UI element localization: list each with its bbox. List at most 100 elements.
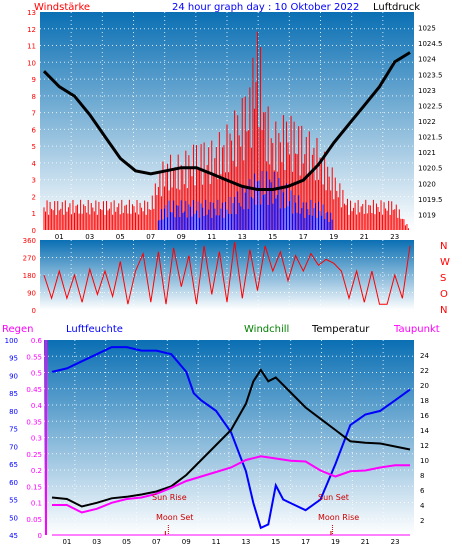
humidity-tick-label: 75	[9, 426, 18, 434]
panel2-series	[43, 241, 411, 305]
temperature-tick-label: 22	[420, 367, 429, 375]
panel1-grid	[40, 12, 414, 230]
compass-label: N	[440, 305, 447, 316]
pressure-tick-label: 1022.5	[418, 102, 443, 110]
header-left: Windstärke	[34, 2, 90, 13]
wind-tick-label: 2	[32, 193, 36, 201]
hour-tick-label: 15	[268, 233, 277, 241]
humidity-tick-label: 45	[9, 532, 18, 540]
humidity-tick-label: 70	[9, 443, 18, 451]
legend-luftfeuchte: Luftfeuchte	[66, 324, 123, 335]
pressure-tick-label: 1019.5	[418, 196, 443, 204]
panel3-x-axis: 01 03 05 07 09 11 13 15 17 19 21 23	[62, 538, 399, 546]
humidity-tick-label: 80	[9, 408, 18, 416]
pressure-tick-label: 1020.5	[418, 165, 443, 173]
wind-tick-label: 8	[32, 93, 36, 101]
humidity-tick-label: 60	[9, 479, 18, 487]
rain-tick-label: 0.45	[26, 386, 42, 394]
pressure-axis: 1019 1019.5 1020 1020.5 1021 1021.5 1022 1022.5…	[418, 25, 443, 220]
pressure-tick-label: 1025	[418, 25, 436, 33]
hour-tick-label: 21	[360, 233, 369, 241]
direction-tick-label: 360	[23, 237, 36, 245]
humidity-tick-label: 50	[9, 514, 18, 522]
hour-tick-label: 21	[361, 538, 370, 546]
temperature-tick-label: 14	[420, 427, 429, 435]
hour-tick-label: 13	[238, 233, 247, 241]
hour-tick-label: 01	[55, 233, 64, 241]
temperature-tick-label: 10	[420, 457, 429, 465]
annotation-sun-set: Sun Set	[318, 493, 349, 502]
pressure-tick-label: 1019	[418, 211, 436, 219]
hour-tick-label: 23	[391, 538, 400, 546]
hour-tick-label: 19	[331, 538, 340, 546]
header-right: Luftdruck	[373, 2, 420, 13]
pressure-tick-label: 1023.5	[418, 71, 443, 79]
hour-tick-label: 03	[85, 233, 94, 241]
wind-tick-label: 0	[32, 227, 36, 235]
wind-tick-label: 6	[32, 126, 37, 134]
hour-tick-label: 13	[241, 538, 250, 546]
humidity-tick-label: 90	[9, 372, 18, 380]
annotation-sun-rise: Sun Rise	[152, 493, 187, 502]
compass-label: W	[440, 257, 450, 268]
panel1-series	[42, 31, 411, 230]
direction-tick-label: 0	[32, 307, 36, 315]
hour-tick-label: 09	[182, 538, 191, 546]
annotation-moon-rise: Moon Rise	[318, 513, 359, 522]
hour-tick-label: 07	[146, 233, 155, 241]
rain-tick-label: 0	[38, 532, 42, 540]
rain-tick-label: 0.3	[31, 435, 42, 443]
hour-tick-label: 15	[271, 538, 280, 546]
wind-tick-label: 9	[32, 76, 36, 84]
humidity-tick-label: 55	[9, 497, 18, 505]
rain-tick-label: 0.2	[31, 467, 42, 475]
annotation-moon-set: Moon Set	[156, 513, 193, 522]
wind-tick-label: 3	[32, 177, 36, 185]
rain-tick-label: 0.1	[31, 500, 42, 508]
wind-direction-line	[43, 241, 411, 305]
dewpoint-line	[52, 455, 410, 514]
hour-tick-label: 11	[207, 233, 216, 241]
wind-tick-label: 5	[32, 143, 36, 151]
pressure-tick-label: 1024.5	[418, 40, 443, 48]
hour-tick-label: 09	[177, 233, 186, 241]
temperature-tick-label: 20	[420, 382, 429, 390]
direction-tick-label: 270	[23, 255, 36, 263]
humidity-line	[51, 346, 411, 530]
pressure-line	[42, 51, 411, 191]
temperature-tick-label: 18	[420, 397, 429, 405]
temperature-tick-label: 24	[420, 352, 429, 360]
temperature-tick-label: 8	[420, 472, 424, 480]
hour-tick-label: 17	[299, 233, 308, 241]
rain-tick-label: 0.4	[31, 402, 43, 410]
hour-tick-label: 23	[390, 233, 399, 241]
humidity-tick-label: 85	[9, 390, 18, 398]
legend-windchill: Windchill	[244, 324, 289, 335]
panel3-series	[45, 340, 411, 536]
temperature-tick-label: 6	[420, 487, 425, 495]
wind-tick-label: 1	[32, 210, 36, 218]
panel1-x-axis: 01 03 05 07 09 11 13 15 17 19 21 23	[55, 233, 399, 241]
temperature-tick-label: 2	[420, 517, 424, 525]
humidity-tick-label: 65	[9, 461, 18, 469]
hour-tick-label: 07	[152, 538, 161, 546]
temperature-tick-label: 12	[420, 442, 429, 450]
rain-tick-label: 0.6	[31, 337, 43, 345]
rain-tick-label: 0.25	[26, 451, 42, 459]
pressure-tick-label: 1021.5	[418, 134, 443, 142]
compass-label: O	[440, 289, 448, 300]
pressure-tick-label: 1023	[418, 87, 436, 95]
hour-tick-label: 19	[329, 233, 338, 241]
humidity-axis: 45 50 55 60 65 70 75 80 85 90 95 100	[5, 337, 18, 540]
temperature-line	[51, 368, 411, 508]
humidity-tick-label: 95	[9, 355, 18, 363]
temperature-tick-label: 4	[420, 502, 425, 510]
humidity-tick-label: 100	[5, 337, 18, 345]
pressure-tick-label: 1024	[418, 56, 436, 64]
wind-tick-label: 10	[27, 59, 36, 67]
wind-tick-label: 4	[32, 160, 37, 168]
pressure-tick-label: 1021	[418, 149, 436, 157]
